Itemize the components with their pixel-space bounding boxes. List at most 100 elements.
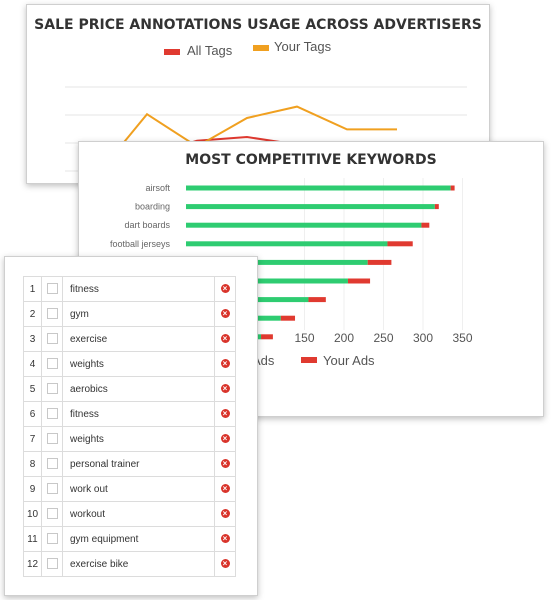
close-circle-icon[interactable]: × bbox=[220, 359, 230, 369]
row-checkbox-cell[interactable] bbox=[41, 326, 63, 352]
keyword-cell: personal trainer bbox=[62, 451, 215, 477]
table-row: 6 fitness × bbox=[23, 401, 236, 427]
bar-your-ads bbox=[261, 334, 273, 340]
legend-label-all-tags: All Tags bbox=[187, 43, 233, 58]
table-row: 1 fitness × bbox=[23, 276, 236, 302]
checkbox-icon[interactable] bbox=[46, 358, 58, 370]
close-circle-icon[interactable]: × bbox=[220, 334, 230, 344]
row-number: 2 bbox=[23, 301, 42, 327]
checkbox-icon[interactable] bbox=[46, 508, 58, 520]
delete-cell[interactable]: × bbox=[214, 376, 236, 402]
row-checkbox-cell[interactable] bbox=[41, 476, 63, 502]
row-checkbox-cell[interactable] bbox=[41, 401, 63, 427]
row-checkbox-cell[interactable] bbox=[41, 426, 63, 452]
checkbox-icon[interactable] bbox=[46, 433, 58, 445]
close-circle-icon[interactable]: × bbox=[220, 309, 230, 319]
table-row: 8 personal trainer × bbox=[23, 451, 236, 477]
checkbox-icon[interactable] bbox=[46, 533, 58, 545]
checkbox-icon[interactable] bbox=[46, 308, 58, 320]
delete-cell[interactable]: × bbox=[214, 476, 236, 502]
checkbox-icon[interactable] bbox=[46, 483, 58, 495]
row-checkbox-cell[interactable] bbox=[41, 451, 63, 477]
close-circle-icon[interactable]: × bbox=[220, 509, 230, 519]
close-circle-icon[interactable]: × bbox=[220, 559, 230, 569]
bar-all-ads bbox=[186, 185, 451, 191]
bar-all-ads bbox=[186, 278, 348, 284]
row-number: 9 bbox=[23, 476, 42, 502]
series-line-your-tags bbox=[96, 105, 397, 176]
checkbox-icon[interactable] bbox=[46, 458, 58, 470]
bar-all-ads bbox=[186, 222, 422, 228]
category-label: football jerseys bbox=[110, 239, 171, 249]
row-checkbox-cell[interactable] bbox=[41, 526, 63, 552]
keyword-cell: exercise bbox=[62, 326, 215, 352]
keywords-table-card: 1 fitness × 2 gym × 3 exercise × 4 weights × 5 aerobi… bbox=[4, 256, 258, 596]
close-circle-icon[interactable]: × bbox=[220, 534, 230, 544]
close-circle-icon[interactable]: × bbox=[220, 459, 230, 469]
legend-swatch-your-ads bbox=[301, 357, 317, 363]
keyword-cell: work out bbox=[62, 476, 215, 502]
delete-cell[interactable]: × bbox=[214, 451, 236, 477]
delete-cell[interactable]: × bbox=[214, 501, 236, 527]
category-label: boarding bbox=[135, 202, 170, 212]
category-label: airsoft bbox=[145, 183, 170, 193]
keyword-cell: exercise bike bbox=[62, 551, 215, 577]
bar-your-ads bbox=[308, 297, 326, 303]
checkbox-icon[interactable] bbox=[46, 333, 58, 345]
x-tick-label: 350 bbox=[452, 331, 472, 345]
row-checkbox-cell[interactable] bbox=[41, 501, 63, 527]
close-circle-icon[interactable]: × bbox=[220, 409, 230, 419]
table-row: 5 aerobics × bbox=[23, 376, 236, 402]
table-row: 3 exercise × bbox=[23, 326, 236, 352]
checkbox-icon[interactable] bbox=[46, 383, 58, 395]
row-number: 5 bbox=[23, 376, 42, 402]
delete-cell[interactable]: × bbox=[214, 401, 236, 427]
x-tick-label: 250 bbox=[373, 331, 393, 345]
category-label: dart boards bbox=[124, 220, 170, 230]
close-circle-icon[interactable]: × bbox=[220, 484, 230, 494]
keyword-cell: weights bbox=[62, 351, 215, 377]
x-tick-label: 300 bbox=[413, 331, 433, 345]
table-row: 4 weights × bbox=[23, 351, 236, 377]
row-number: 4 bbox=[23, 351, 42, 377]
delete-cell[interactable]: × bbox=[214, 351, 236, 377]
row-checkbox-cell[interactable] bbox=[41, 351, 63, 377]
legend-swatch-your-tags bbox=[253, 45, 269, 51]
close-circle-icon[interactable]: × bbox=[220, 384, 230, 394]
legend-label-your-ads: Your Ads bbox=[323, 353, 375, 368]
close-circle-icon[interactable]: × bbox=[220, 434, 230, 444]
row-checkbox-cell[interactable] bbox=[41, 551, 63, 577]
bar-your-ads bbox=[387, 241, 413, 247]
row-number: 10 bbox=[23, 501, 42, 527]
bar-your-ads bbox=[280, 315, 296, 321]
delete-cell[interactable]: × bbox=[214, 326, 236, 352]
table-row: 12 exercise bike × bbox=[23, 551, 236, 577]
row-number: 12 bbox=[23, 551, 42, 577]
keyword-cell: workout bbox=[62, 501, 215, 527]
close-circle-icon[interactable]: × bbox=[220, 284, 230, 294]
delete-cell[interactable]: × bbox=[214, 426, 236, 452]
row-checkbox-cell[interactable] bbox=[41, 301, 63, 327]
keyword-cell: fitness bbox=[62, 276, 215, 302]
delete-cell[interactable]: × bbox=[214, 526, 236, 552]
checkbox-icon[interactable] bbox=[46, 408, 58, 420]
table-row: 11 gym equipment × bbox=[23, 526, 236, 552]
row-number: 7 bbox=[23, 426, 42, 452]
delete-cell[interactable]: × bbox=[214, 301, 236, 327]
chart-title: MOST COMPETITIVE KEYWORDS bbox=[185, 152, 437, 168]
keywords-table: 1 fitness × 2 gym × 3 exercise × 4 weights × 5 aerobi… bbox=[23, 276, 236, 577]
table-row: 9 work out × bbox=[23, 476, 236, 502]
bar-your-ads bbox=[450, 185, 455, 191]
delete-cell[interactable]: × bbox=[214, 551, 236, 577]
delete-cell[interactable]: × bbox=[214, 276, 236, 302]
row-checkbox-cell[interactable] bbox=[41, 376, 63, 402]
checkbox-icon[interactable] bbox=[46, 558, 58, 570]
bar-all-ads bbox=[186, 259, 368, 265]
legend-swatch-all-tags bbox=[164, 49, 180, 55]
row-checkbox-cell[interactable] bbox=[41, 276, 63, 302]
checkbox-icon[interactable] bbox=[46, 283, 58, 295]
bar-your-ads bbox=[367, 259, 392, 265]
chart-title: SALE PRICE ANNOTATIONS USAGE ACROSS ADVE… bbox=[34, 17, 482, 33]
keyword-cell: weights bbox=[62, 426, 215, 452]
table-row: 10 workout × bbox=[23, 501, 236, 527]
